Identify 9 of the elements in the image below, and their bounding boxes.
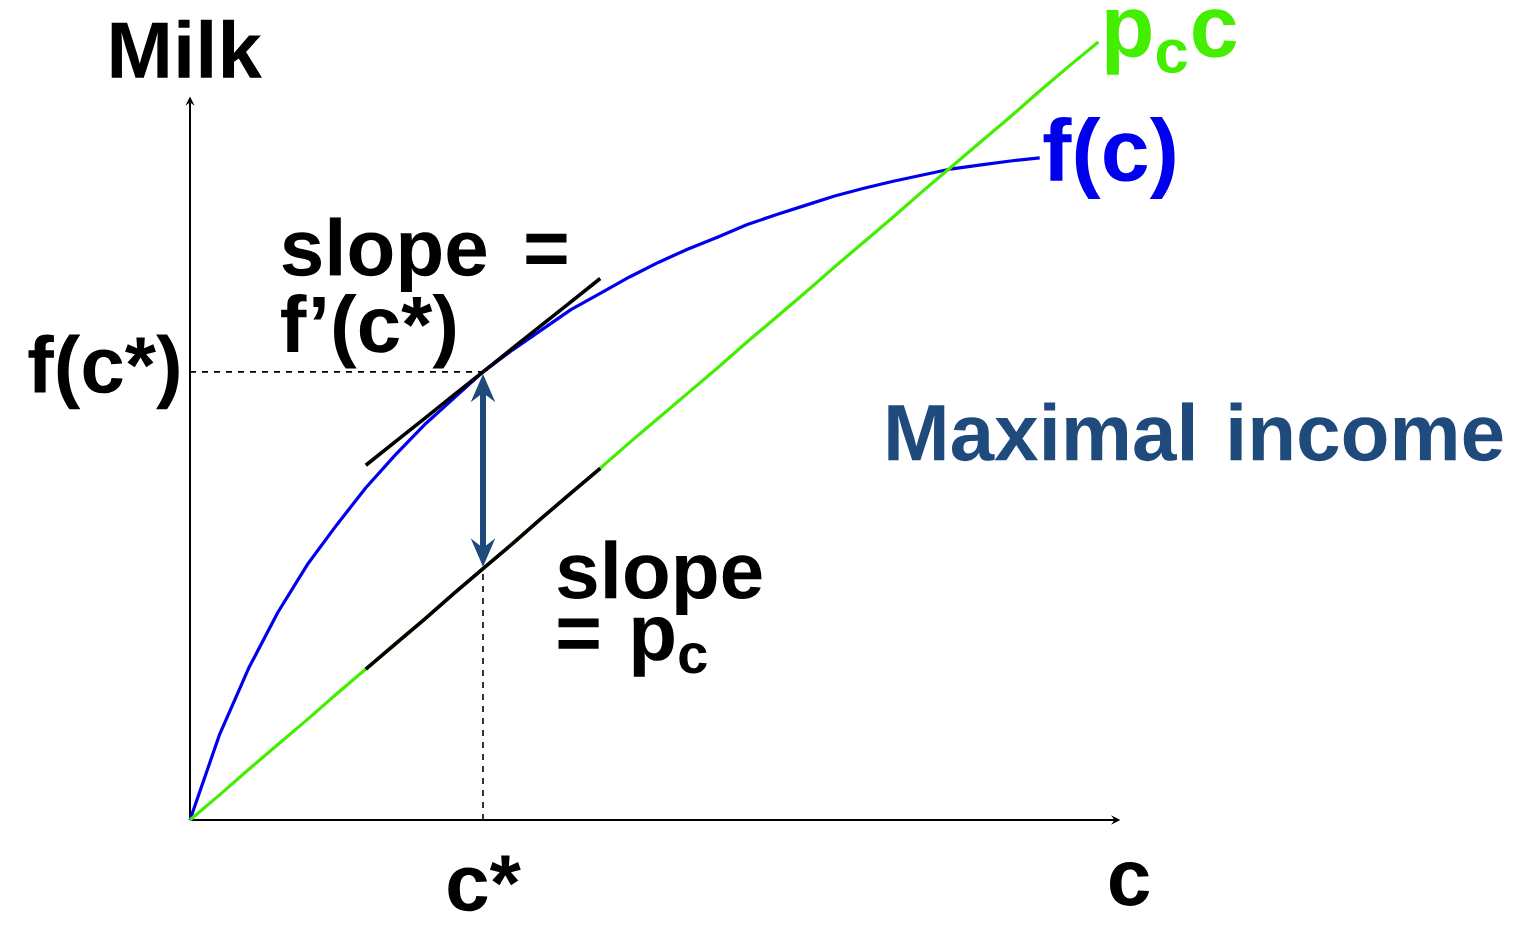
annotation: slope = p$_{c}$: [558, 540, 762, 677]
annotation: Maximal income: [888, 402, 1503, 462]
annotation: slope = f’(c*): [281, 217, 567, 369]
x-axis-title: c: [1109, 862, 1149, 906]
series-label: f(c): [1043, 116, 1175, 199]
text: c*: [448, 855, 521, 912]
y-axis-title: Milk: [111, 19, 263, 78]
ref-line-label: f(c*): [28, 334, 179, 410]
series-label: p$_{c}$c: [1106, 9, 1237, 75]
